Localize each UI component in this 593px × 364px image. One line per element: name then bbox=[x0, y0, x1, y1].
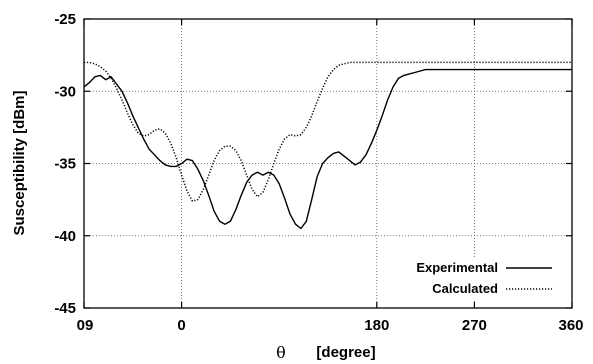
x-tick-label: 09 bbox=[77, 317, 94, 334]
x-tick-label: 360 bbox=[558, 317, 583, 334]
y-tick-label: -35 bbox=[54, 156, 76, 173]
x-tick-label: 0 bbox=[177, 317, 185, 334]
y-tick-label: -45 bbox=[54, 300, 76, 317]
y-tick-label: -25 bbox=[54, 11, 76, 28]
y-tick-label: -30 bbox=[54, 83, 76, 100]
y-tick-label: -40 bbox=[54, 228, 76, 245]
x-axis-label: [degree] bbox=[316, 344, 375, 361]
tick-labels: 09 0 180 270 360 -45 -40 -35 -30 -25 bbox=[54, 11, 583, 334]
series-line-experimental bbox=[83, 68, 572, 230]
series-line-calculated bbox=[84, 61, 572, 202]
y-axis-label: Susceptibility [dBm] bbox=[11, 90, 28, 235]
axis-ticks bbox=[83, 18, 573, 309]
legend: Experimental Calculated bbox=[392, 257, 568, 301]
x-tick-label: 270 bbox=[462, 317, 487, 334]
grid-lines bbox=[84, 19, 572, 308]
x-tick-label: 180 bbox=[364, 317, 389, 334]
legend-label-calculated: Calculated bbox=[432, 281, 498, 296]
x-axis-symbol: θ bbox=[276, 343, 286, 362]
series-layer bbox=[83, 61, 572, 230]
legend-label-experimental: Experimental bbox=[416, 260, 498, 275]
legend-background bbox=[392, 257, 568, 301]
